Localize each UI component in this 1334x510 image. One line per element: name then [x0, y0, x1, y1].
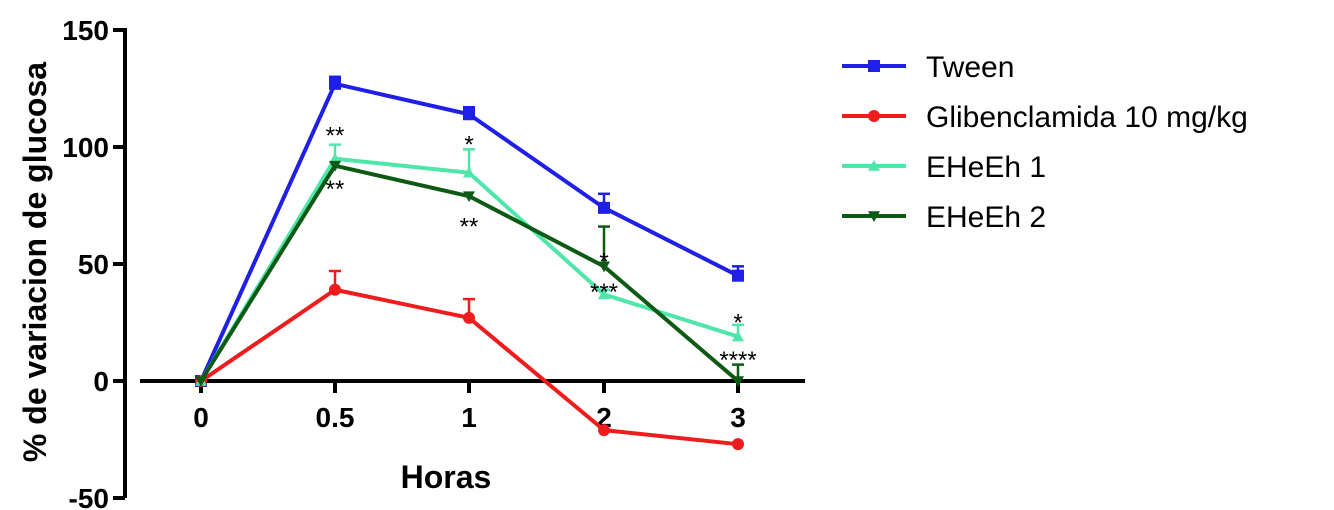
significance-label: **** [719, 347, 756, 374]
x-tick-label: 3 [730, 402, 746, 433]
data-point [329, 160, 341, 172]
data-point [195, 376, 207, 387]
y-ticks: 150 100 50 0 -50 [62, 15, 125, 510]
significance-label: ** [326, 122, 345, 149]
y-tick-label: 100 [62, 132, 109, 163]
data-point [329, 77, 341, 90]
data-point [598, 261, 610, 273]
data-point [732, 376, 744, 387]
legend-label: EHeEh 1 [926, 151, 1046, 184]
x-tick-label: 1 [461, 402, 477, 433]
series-eheeh-1 [195, 143, 744, 386]
legend-label: Tween [926, 51, 1014, 84]
x-tick-label: 0.5 [316, 402, 355, 433]
data-point [329, 283, 341, 296]
data-point [598, 201, 610, 214]
legend-item: EHeEh 2 [842, 201, 1046, 234]
legend: Tween Glibenclamida 10 mg/kg EHeEh 1 EHeEh … [842, 51, 1248, 234]
y-tick-label: 50 [78, 249, 109, 280]
series-eheeh-2 [195, 160, 744, 387]
data-point [329, 152, 341, 164]
y-axis-title: % de variacion de glucosa [17, 62, 53, 462]
y-tick-label: 0 [93, 366, 109, 397]
data-point [868, 110, 880, 122]
legend-item: Tween [842, 51, 1014, 84]
y-tick-label: 150 [62, 15, 109, 46]
y-tick-label: -50 [69, 483, 109, 510]
data-point [463, 166, 475, 178]
x-tick-label: 0 [193, 402, 209, 433]
data-point [463, 191, 475, 203]
significance-label: * [599, 249, 608, 276]
legend-label: Glibenclamida 10 mg/kg [926, 101, 1248, 134]
series-layer [195, 75, 744, 451]
data-point [463, 108, 475, 121]
legend-item: EHeEh 1 [842, 151, 1046, 184]
legend-label: EHeEh 2 [926, 201, 1046, 234]
data-point [732, 438, 744, 451]
data-point [868, 60, 880, 72]
significance-label: * [733, 310, 742, 337]
significance-label: ** [460, 214, 479, 241]
data-point [598, 288, 610, 300]
data-point [732, 330, 744, 342]
legend-item: Glibenclamida 10 mg/kg [842, 101, 1248, 134]
x-axis-title: Horas [401, 459, 492, 495]
data-point [868, 160, 880, 171]
data-point [868, 211, 880, 222]
significance-label: ** [326, 176, 345, 203]
x-ticks: 0 0.5 1 2 3 [193, 381, 746, 433]
significance-label: *** [590, 279, 618, 306]
data-point [463, 311, 475, 324]
significance-label: * [464, 132, 473, 159]
data-point [732, 269, 744, 282]
annotations: **************** [326, 122, 757, 374]
data-point [598, 424, 610, 437]
